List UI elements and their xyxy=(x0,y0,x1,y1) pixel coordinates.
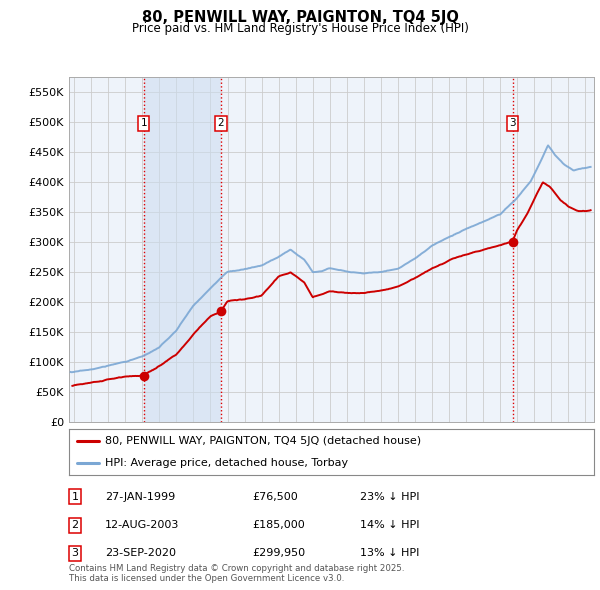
Text: 14% ↓ HPI: 14% ↓ HPI xyxy=(360,520,419,530)
Text: 13% ↓ HPI: 13% ↓ HPI xyxy=(360,549,419,558)
Text: 23% ↓ HPI: 23% ↓ HPI xyxy=(360,492,419,502)
Text: Price paid vs. HM Land Registry's House Price Index (HPI): Price paid vs. HM Land Registry's House … xyxy=(131,22,469,35)
Text: 27-JAN-1999: 27-JAN-1999 xyxy=(105,492,175,502)
Text: HPI: Average price, detached house, Torbay: HPI: Average price, detached house, Torb… xyxy=(105,458,348,468)
Text: 1: 1 xyxy=(140,119,147,128)
Bar xyxy=(143,77,221,422)
Text: 3: 3 xyxy=(509,119,516,128)
Text: 2: 2 xyxy=(218,119,224,128)
Text: 2: 2 xyxy=(71,520,79,530)
Text: £299,950: £299,950 xyxy=(252,549,305,558)
Text: Contains HM Land Registry data © Crown copyright and database right 2025.
This d: Contains HM Land Registry data © Crown c… xyxy=(69,563,404,583)
Text: £185,000: £185,000 xyxy=(252,520,305,530)
Text: 12-AUG-2003: 12-AUG-2003 xyxy=(105,520,179,530)
Text: £76,500: £76,500 xyxy=(252,492,298,502)
Text: 23-SEP-2020: 23-SEP-2020 xyxy=(105,549,176,558)
Text: 80, PENWILL WAY, PAIGNTON, TQ4 5JQ: 80, PENWILL WAY, PAIGNTON, TQ4 5JQ xyxy=(142,10,458,25)
Text: 3: 3 xyxy=(71,549,79,558)
Text: 80, PENWILL WAY, PAIGNTON, TQ4 5JQ (detached house): 80, PENWILL WAY, PAIGNTON, TQ4 5JQ (deta… xyxy=(105,436,421,446)
Text: 1: 1 xyxy=(71,492,79,502)
